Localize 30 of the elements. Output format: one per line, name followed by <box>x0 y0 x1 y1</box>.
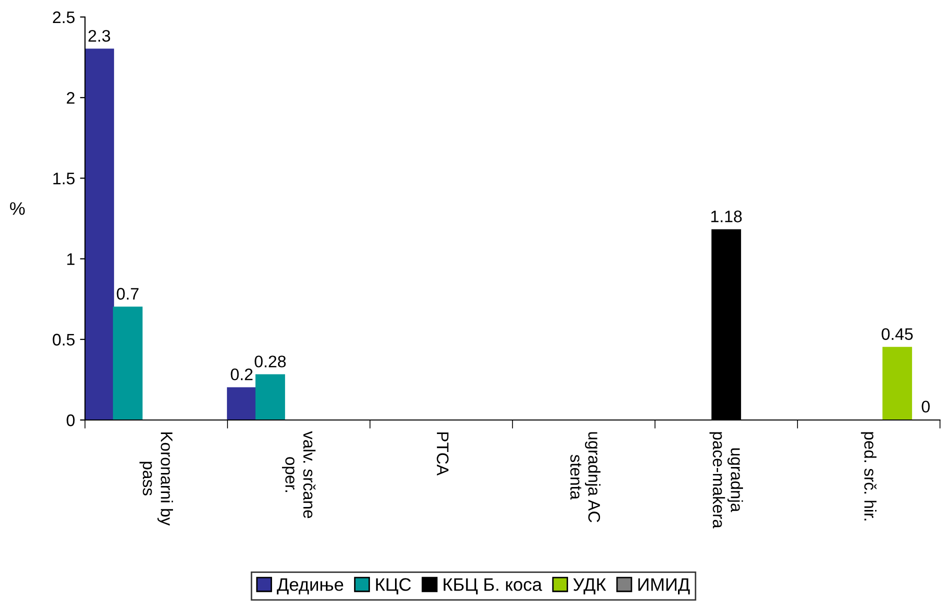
x-tick-label: PTCA <box>436 432 449 476</box>
data-label: 0.45 <box>882 328 913 340</box>
x-tick-label: ugradnja pace-makera <box>710 432 743 528</box>
legend-label: УДК <box>573 578 606 594</box>
bar <box>112 306 143 420</box>
data-label: 0.28 <box>254 356 286 368</box>
y-tick-label: 0.5 <box>52 334 75 346</box>
y-tick-label: 2 <box>66 92 74 104</box>
data-label: 0.2 <box>230 368 252 380</box>
y-tick-label: 0 <box>66 414 75 426</box>
data-label: 1.18 <box>711 210 742 222</box>
y-axis-title: % <box>10 202 25 215</box>
bar <box>882 346 912 420</box>
x-tick-label: ped. srč. hir. <box>860 432 877 520</box>
legend-label: КБЦ Б. коса <box>444 578 542 594</box>
x-tick-label: ugradnja AC stenta <box>570 432 600 522</box>
x-tick-label: valv. srčane oper. <box>282 431 316 518</box>
legend-label: КЦС <box>376 578 411 594</box>
legend-label: ИМИД <box>638 578 690 594</box>
bar <box>226 387 257 420</box>
data-label: 2.3 <box>88 30 110 42</box>
legend-label: Дедиње <box>276 578 344 594</box>
y-tick-label: 2.5 <box>52 11 75 24</box>
x-tick-label: Koronarni by pass <box>140 432 173 526</box>
y-tick-label: 1.5 <box>53 172 75 184</box>
y-tick-label: 1 <box>67 253 74 265</box>
bar <box>255 374 286 420</box>
data-label: 0.7 <box>116 288 138 300</box>
bar <box>85 48 114 420</box>
data-label: 0 <box>922 400 930 413</box>
